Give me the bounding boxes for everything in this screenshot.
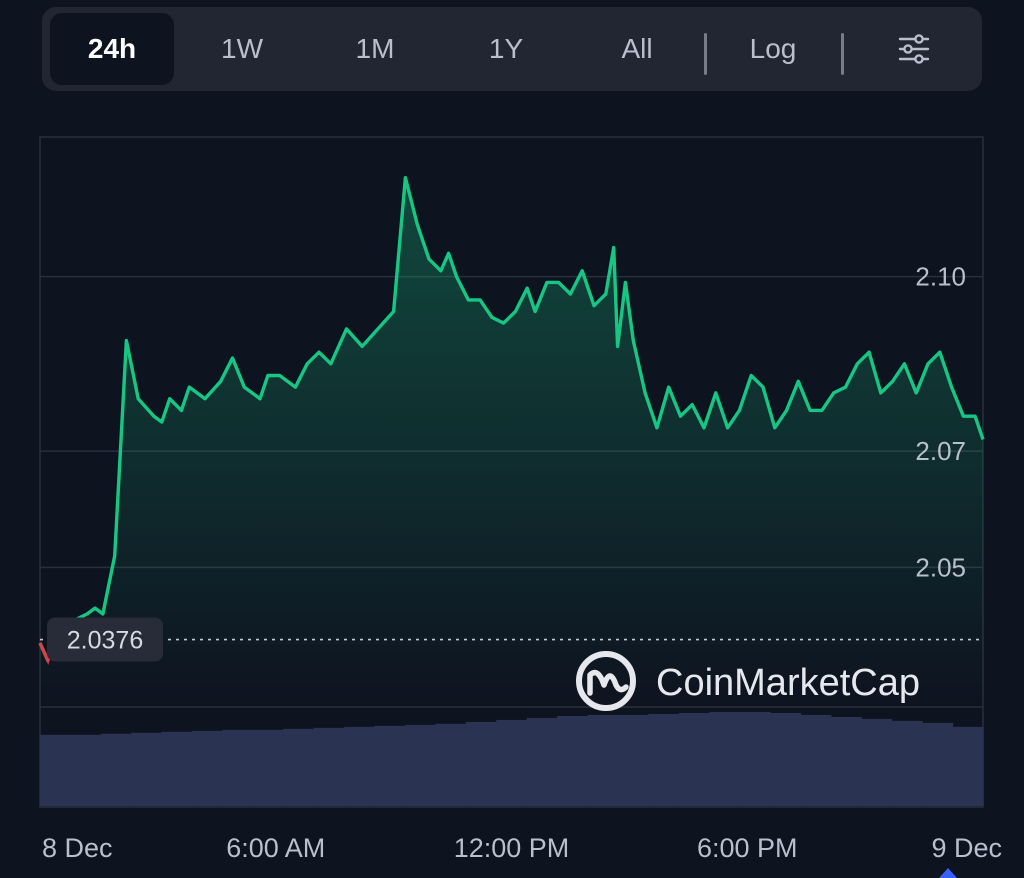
volume-bar: [800, 714, 832, 806]
x-tick-label: 12:00 PM: [454, 833, 570, 863]
volume-bar: [344, 726, 376, 806]
volume-bar: [252, 729, 284, 806]
sliders-icon[interactable]: [888, 13, 940, 85]
x-tick-label: 9 Dec: [931, 833, 1002, 863]
volume-bar: [435, 723, 467, 806]
volume-bar: [617, 714, 649, 806]
tab-1m[interactable]: 1M: [355, 33, 395, 64]
tab-24h[interactable]: 24h: [50, 13, 174, 85]
reference-price-text: 2.0376: [67, 627, 143, 655]
volume-bar: [283, 728, 315, 806]
x-tick-label: 6:00 PM: [697, 833, 798, 863]
y-tick-label: 2.10: [915, 262, 966, 292]
volume-bar: [587, 714, 619, 806]
volume-bar: [465, 721, 497, 806]
volume-bar: [739, 712, 771, 806]
volume-bar: [557, 715, 589, 806]
volume-bar: [709, 712, 741, 806]
volume-bar: [830, 716, 862, 806]
volume-bar: [222, 729, 254, 806]
volume-bar: [100, 733, 132, 806]
toolbar-divider: [704, 33, 707, 75]
timeframe-toolbar: 24h 1W 1M 1Y All Log: [42, 7, 982, 91]
price-area: [40, 177, 983, 707]
y-tick-label: 2.05: [915, 552, 966, 582]
volume-bar: [40, 734, 72, 806]
range-end-marker: [939, 868, 957, 878]
brand-watermark: CoinMarketCap: [656, 662, 920, 704]
volume-bar: [526, 717, 558, 806]
volume-bar: [405, 724, 437, 806]
volume-bar: [131, 732, 163, 806]
y-tick-label: 2.07: [915, 436, 966, 466]
volume-bar: [496, 719, 528, 806]
volume-bar: [770, 712, 802, 806]
log-scale-toggle[interactable]: Log: [749, 33, 797, 64]
tab-all[interactable]: All: [621, 33, 653, 64]
volume-bar: [678, 712, 710, 806]
volume-bar: [374, 725, 406, 806]
volume-bar: [952, 726, 984, 806]
volume-bar: [70, 734, 102, 806]
reference-price-label: 2.0376: [47, 617, 163, 662]
volume-bar: [922, 722, 954, 806]
x-tick-label: 8 Dec: [42, 833, 113, 863]
x-tick-label: 6:00 AM: [226, 833, 325, 863]
tab-1w[interactable]: 1W: [221, 33, 263, 64]
volume-bar: [861, 718, 893, 806]
volume-bar: [891, 720, 923, 806]
volume-bar: [648, 713, 680, 806]
coinmarketcap-logo-icon: [576, 651, 636, 711]
price-line: [38, 176, 985, 663]
volume-bar: [192, 730, 224, 806]
volume-bar: [313, 727, 345, 806]
tab-1y[interactable]: 1Y: [488, 33, 524, 64]
volume-bar: [161, 731, 193, 806]
toolbar-divider: [841, 33, 844, 75]
